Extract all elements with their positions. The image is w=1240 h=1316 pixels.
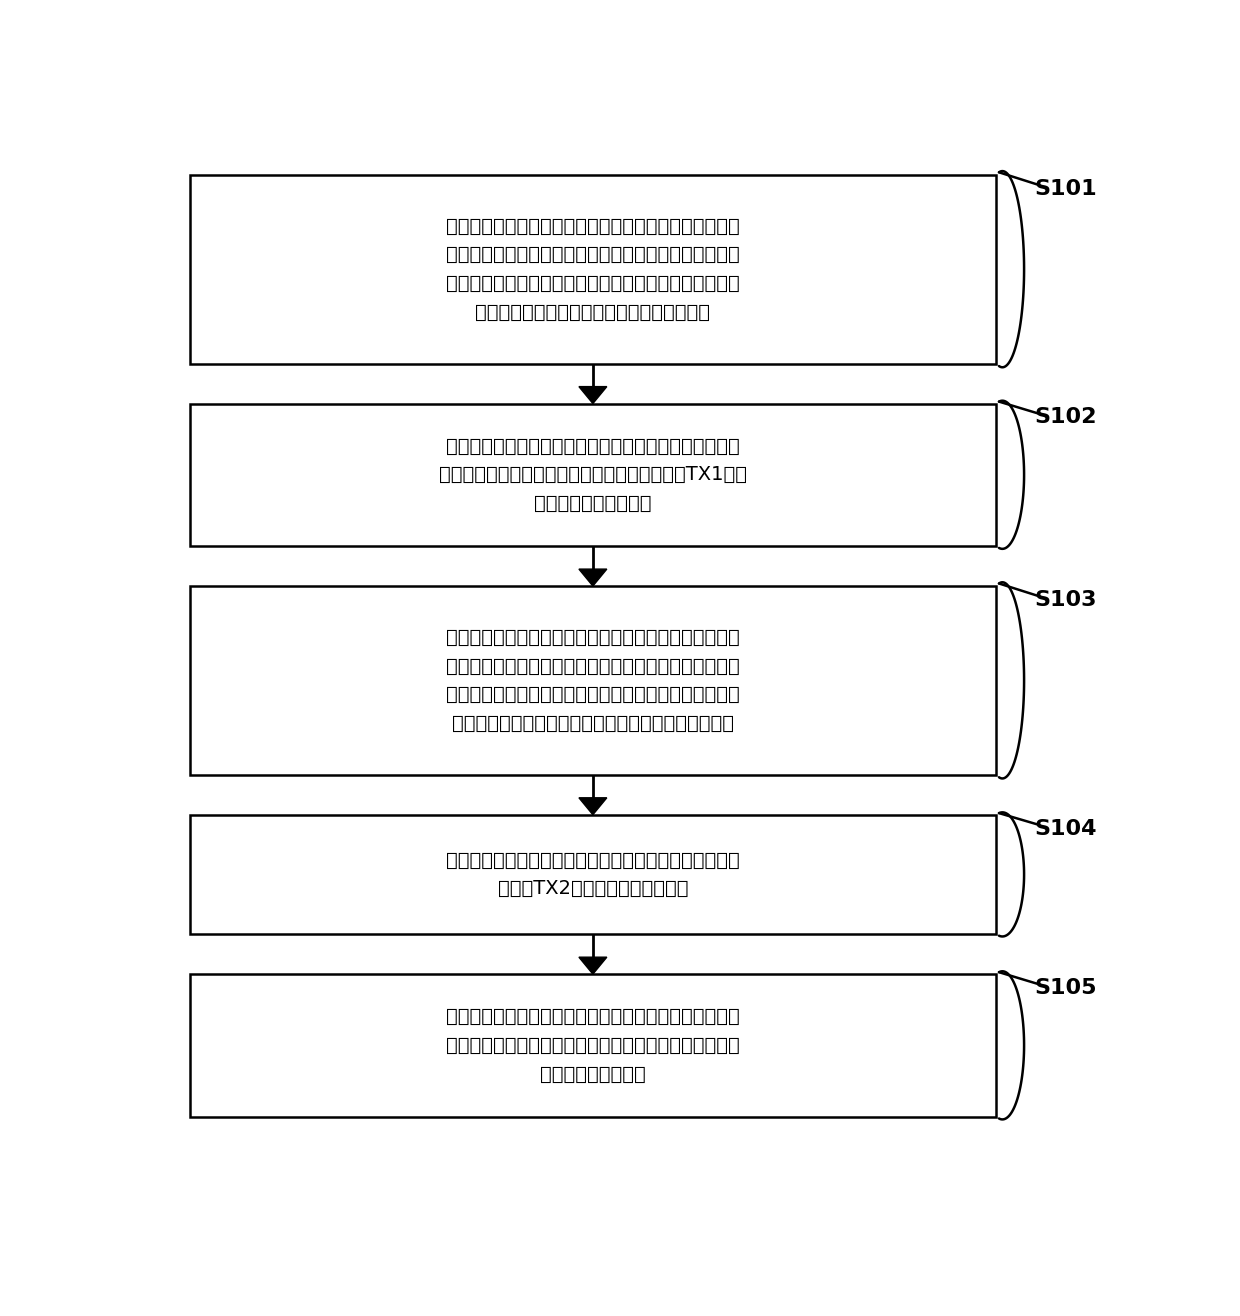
Text: S102: S102 — [1034, 408, 1097, 428]
Text: S101: S101 — [1034, 179, 1097, 199]
Text: S105: S105 — [1034, 978, 1097, 998]
Text: 根据第二输出信号确定所述后端处理电路在对所述第二激
励信号TX2响应时产生的相位延迟: 根据第二输出信号确定所述后端处理电路在对所述第二激 励信号TX2响应时产生的相位… — [446, 850, 740, 899]
Text: S103: S103 — [1034, 590, 1097, 609]
Polygon shape — [579, 957, 606, 974]
Bar — [190, 815, 996, 934]
Bar — [190, 586, 996, 775]
Bar — [190, 974, 996, 1116]
Text: 根据所述第一输出信号确定所述自电容检测支路以及所述
自电容检测支路的后端处理电路对第一激励信号TX1响应
时产生的相位延迟总和: 根据所述第一输出信号确定所述自电容检测支路以及所述 自电容检测支路的后端处理电路… — [439, 437, 746, 513]
Bar — [190, 175, 996, 363]
Text: 向抵消支路输入第一恒定信号，且向自电容检测支路输入
第一激励信号，对应地，所述自电容检测支路的后端处理
电路对所述抵消支路的输出信号和所述自电容检测支路的
输出: 向抵消支路输入第一恒定信号，且向自电容检测支路输入 第一激励信号，对应地，所述自… — [446, 217, 740, 322]
Text: 向所述自电容检测支路输入第二恒定信号，且向所述抵消
支路输入第二激励信号，对应地，所述自电容检测支路的
后端处理电路对所述抵消支路的输出信号和所述自电容检
测支: 向所述自电容检测支路输入第二恒定信号，且向所述抵消 支路输入第二激励信号，对应地… — [446, 628, 740, 733]
Polygon shape — [579, 387, 606, 404]
Text: 根据所述自电容检测支路以及后端处理电路导致的相位延
迟总和以及所述后端处理电路导致的相位延迟，确定所述
抵消支路的控制参数: 根据所述自电容检测支路以及后端处理电路导致的相位延 迟总和以及所述后端处理电路导… — [446, 1007, 740, 1083]
Bar — [190, 404, 996, 546]
Text: S104: S104 — [1034, 819, 1097, 838]
Polygon shape — [579, 797, 606, 815]
Polygon shape — [579, 569, 606, 586]
